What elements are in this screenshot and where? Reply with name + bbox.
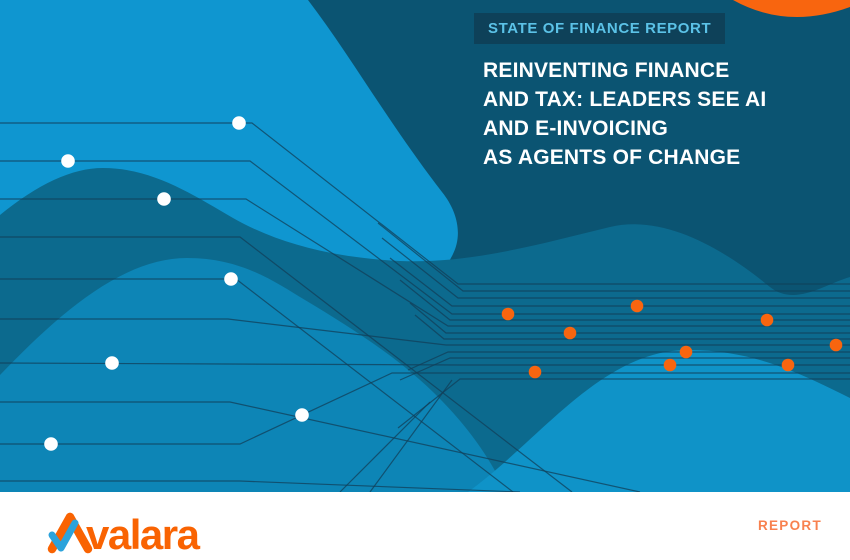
- circuit-node-orange-dot: [563, 326, 577, 340]
- wave-bottom-left: [0, 258, 506, 492]
- circuit-trace: [409, 302, 850, 334]
- circuit-node-white-dot: [232, 116, 246, 130]
- wave-bottom-right-hill: [468, 349, 850, 492]
- circuit-trace: [389, 257, 850, 307]
- title-line: AND TAX: LEADERS SEE AI: [483, 88, 767, 111]
- report-title: REINVENTING FINANCE AND TAX: LEADERS SEE…: [483, 56, 813, 172]
- circuit-trace: [397, 378, 850, 429]
- avalara-logo: valara: [47, 511, 202, 556]
- circuit-trace: [0, 122, 850, 285]
- circuit-node-orange-dot: [829, 338, 843, 352]
- orange-arc: [733, 0, 850, 17]
- circuit-trace: [0, 480, 521, 493]
- title-line: REINVENTING FINANCE: [483, 59, 730, 82]
- circuit-node-orange-dot: [501, 307, 515, 321]
- circuit-trace: [339, 401, 431, 493]
- circuit-node-white-dot: [224, 272, 238, 286]
- circuit-trace: [0, 318, 850, 346]
- circuit-node-orange-dot: [760, 313, 774, 327]
- circuit-trace: [0, 198, 850, 327]
- circuit-node-white-dot: [61, 154, 75, 168]
- circuit-trace: [377, 222, 850, 292]
- logo-wordmark: valara: [86, 511, 201, 556]
- circuit-trace: [0, 236, 573, 493]
- circuit-node-orange-dot: [528, 365, 542, 379]
- circuit-trace: [0, 401, 641, 493]
- circuit-trace: [399, 279, 850, 321]
- circuit-trace: [369, 379, 453, 493]
- title-line: AS AGENTS OF CHANGE: [483, 146, 741, 169]
- report-label: REPORT: [757, 518, 822, 533]
- logo-check-icon: [48, 519, 79, 552]
- report-series-badge: STATE OF FINANCE REPORT: [474, 13, 726, 44]
- circuit-node-white-dot: [105, 356, 119, 370]
- footer-bar: valara REPORT: [0, 492, 850, 560]
- circuit-trace: [0, 372, 850, 445]
- circuit-node-orange-dot: [630, 299, 644, 313]
- circuit-node-white-dot: [44, 437, 58, 451]
- circuit-trace: [414, 314, 850, 340]
- badge-label: STATE OF FINANCE REPORT: [488, 20, 712, 37]
- circuit-node-orange-dot: [781, 358, 795, 372]
- circuit-trace: [407, 351, 850, 371]
- circuit-node-orange-dot: [663, 358, 677, 372]
- title-line: AND E-INVOICING: [483, 117, 669, 140]
- circuit-trace: [0, 362, 850, 366]
- circuit-trace: [381, 237, 850, 299]
- circuit-node-orange-dot: [679, 345, 693, 359]
- circuit-trace: [0, 160, 850, 315]
- circuit-node-white-dot: [295, 408, 309, 422]
- circuit-node-white-dot: [157, 192, 171, 206]
